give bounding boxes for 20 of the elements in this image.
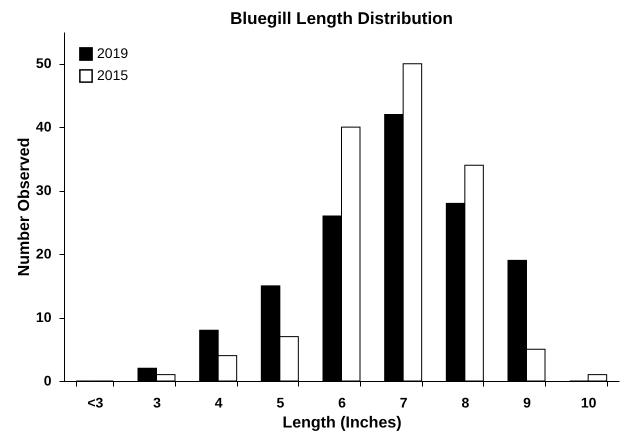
- y-tick-label: 50: [36, 55, 52, 72]
- x-tick-label: 6: [338, 394, 346, 410]
- x-tick-label: 9: [523, 394, 532, 410]
- x-tick-label: 8: [461, 394, 470, 410]
- x-tick-label: 7: [400, 394, 408, 410]
- y-axis-title: Number Observed: [16, 138, 33, 276]
- y-tick-label: 40: [36, 118, 52, 135]
- x-axis-title: Length (Inches): [282, 414, 402, 432]
- x-tick-label: 3: [153, 394, 162, 410]
- legend-label: 2019: [97, 45, 128, 61]
- x-tick-label: 10: [580, 394, 597, 410]
- chart-title: Bluegill Length Distribution: [230, 9, 453, 28]
- x-tick-label: 5: [276, 394, 284, 410]
- y-tick-label: 10: [36, 309, 52, 326]
- y-tick-label: 0: [44, 372, 52, 388]
- x-tick-label: 4: [214, 394, 223, 410]
- x-tick-label: <3: [87, 394, 104, 410]
- y-tick-label: 20: [36, 246, 52, 262]
- y-tick-label: 30: [36, 182, 52, 198]
- legend-label: 2015: [97, 67, 128, 83]
